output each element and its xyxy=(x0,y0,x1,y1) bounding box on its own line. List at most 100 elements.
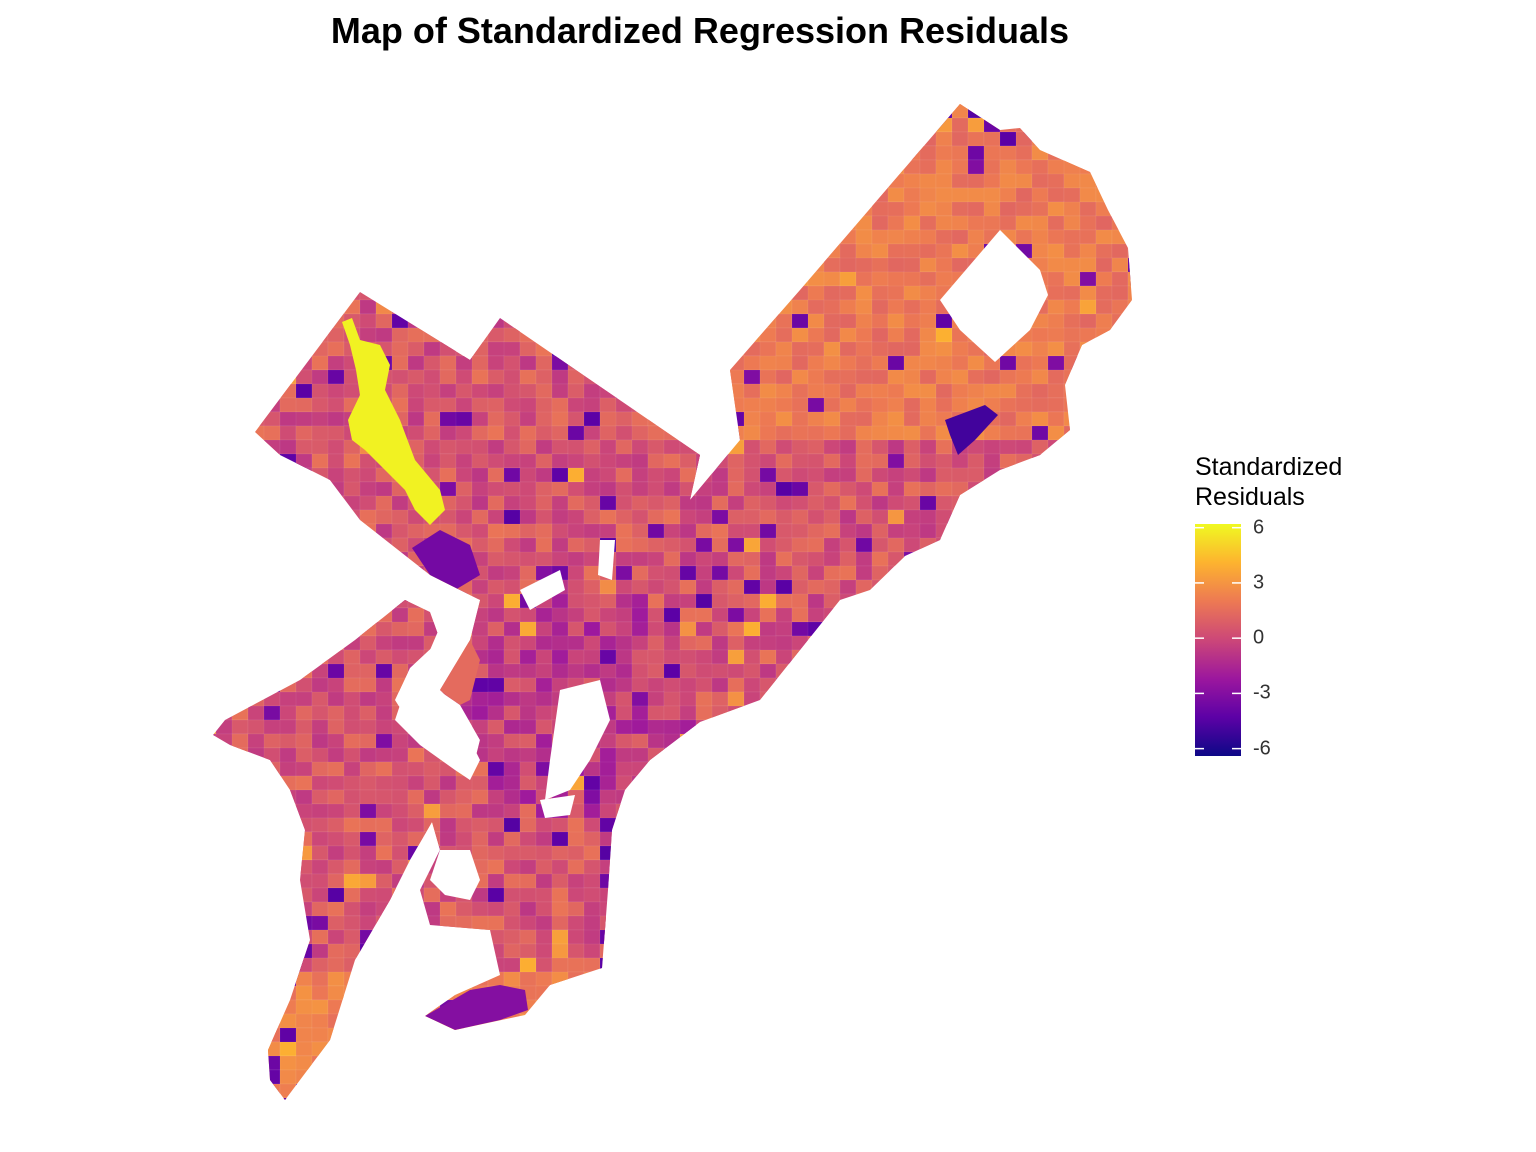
tract-cell xyxy=(887,985,921,1001)
tract-cell xyxy=(679,201,697,231)
tract-cell xyxy=(999,887,1033,917)
tract-cell xyxy=(263,873,281,889)
tract-cell xyxy=(967,565,1001,581)
tract-cell xyxy=(631,1041,649,1071)
tract-cell xyxy=(1111,117,1129,147)
tract-cell xyxy=(631,369,649,385)
tract-cell xyxy=(1063,117,1097,147)
tract-cell xyxy=(215,929,249,959)
tract-cell xyxy=(1095,635,1113,651)
tract-cell xyxy=(887,957,905,973)
tract-cell xyxy=(1015,649,1033,679)
tract-cell xyxy=(1111,719,1132,749)
tract-cell xyxy=(407,397,425,413)
tract-cell xyxy=(823,397,841,413)
tract-cell xyxy=(1095,1083,1113,1100)
tract-cell xyxy=(407,943,441,959)
tract-cell xyxy=(279,355,297,371)
tract-cell xyxy=(679,397,697,413)
tract-cell xyxy=(583,117,601,133)
tract-cell xyxy=(999,607,1017,637)
tract-cell xyxy=(663,761,681,777)
tract-cell xyxy=(359,929,393,945)
tract-cell xyxy=(999,747,1017,763)
tract-cell xyxy=(311,271,329,287)
tract-cell xyxy=(215,593,233,609)
tract-cell xyxy=(855,229,873,245)
tract-cell xyxy=(567,313,585,329)
tract-cell xyxy=(455,159,489,175)
tract-cell xyxy=(327,845,345,861)
tract-cell xyxy=(471,733,489,749)
tract-cell xyxy=(247,831,265,847)
tract-cell xyxy=(455,481,473,497)
tract-cell xyxy=(407,271,425,287)
tract-cell xyxy=(519,215,553,231)
tract-cell xyxy=(1015,985,1049,1001)
tract-cell xyxy=(519,467,537,483)
tract-cell xyxy=(1063,411,1081,427)
tract-cell xyxy=(727,915,761,945)
tract-cell xyxy=(967,775,985,791)
tract-cell xyxy=(1127,229,1132,245)
tract-cell xyxy=(343,677,361,693)
tract-cell xyxy=(359,971,377,987)
tract-cell xyxy=(631,859,649,875)
tract-cell xyxy=(615,1013,649,1029)
tract-cell xyxy=(1095,425,1113,441)
tract-cell xyxy=(855,537,873,553)
tract-cell xyxy=(1127,299,1132,315)
tract-cell xyxy=(519,733,537,749)
tract-cell xyxy=(871,873,889,889)
tract-cell xyxy=(743,159,761,175)
tract-cell xyxy=(775,733,793,763)
tract-cell xyxy=(487,145,521,161)
tract-cell xyxy=(679,1041,713,1057)
tract-cell xyxy=(215,901,233,917)
tract-cell xyxy=(967,1097,985,1100)
tract-cell xyxy=(775,691,793,721)
tract-cell xyxy=(599,509,617,525)
tract-cell xyxy=(503,705,521,721)
tract-cell xyxy=(1127,985,1132,1015)
tract-cell xyxy=(279,131,297,161)
tract-cell xyxy=(213,803,233,833)
tract-cell xyxy=(839,845,857,875)
tract-cell xyxy=(1063,607,1081,623)
tract-cell xyxy=(1047,1041,1065,1057)
tract-cell xyxy=(375,957,409,973)
tract-cell xyxy=(295,159,313,189)
tract-cell xyxy=(487,1069,505,1099)
tract-cell xyxy=(215,369,233,399)
tract-cell xyxy=(951,985,969,1001)
tract-cell xyxy=(887,859,921,889)
tract-cell xyxy=(759,299,777,315)
tract-cell xyxy=(583,971,617,1001)
tract-cell xyxy=(663,971,681,1001)
tract-cell xyxy=(519,187,537,203)
tract-cell xyxy=(375,635,393,651)
tract-cell xyxy=(727,1069,745,1099)
tract-cell xyxy=(1047,957,1081,973)
tract-cell xyxy=(951,859,985,875)
tract-cell xyxy=(1015,929,1033,945)
tract-cell xyxy=(599,131,617,147)
tract-cell xyxy=(871,831,889,847)
tract-cell xyxy=(791,873,809,903)
tract-cell xyxy=(919,649,937,665)
tract-cell xyxy=(231,523,249,539)
tract-cell xyxy=(343,131,361,147)
tract-cell xyxy=(213,943,233,959)
tract-cell xyxy=(213,1013,217,1029)
tract-cell xyxy=(503,761,521,777)
tract-cell xyxy=(551,131,569,147)
tract-cell xyxy=(807,929,825,945)
tract-cell xyxy=(471,383,489,399)
tract-cell xyxy=(455,411,473,427)
tract-cell xyxy=(1015,1069,1033,1099)
tract-cell xyxy=(599,887,617,903)
tract-cell xyxy=(535,817,553,833)
tract-cell xyxy=(1031,915,1065,931)
tract-cell xyxy=(807,691,825,707)
tract-cell xyxy=(631,1069,649,1085)
